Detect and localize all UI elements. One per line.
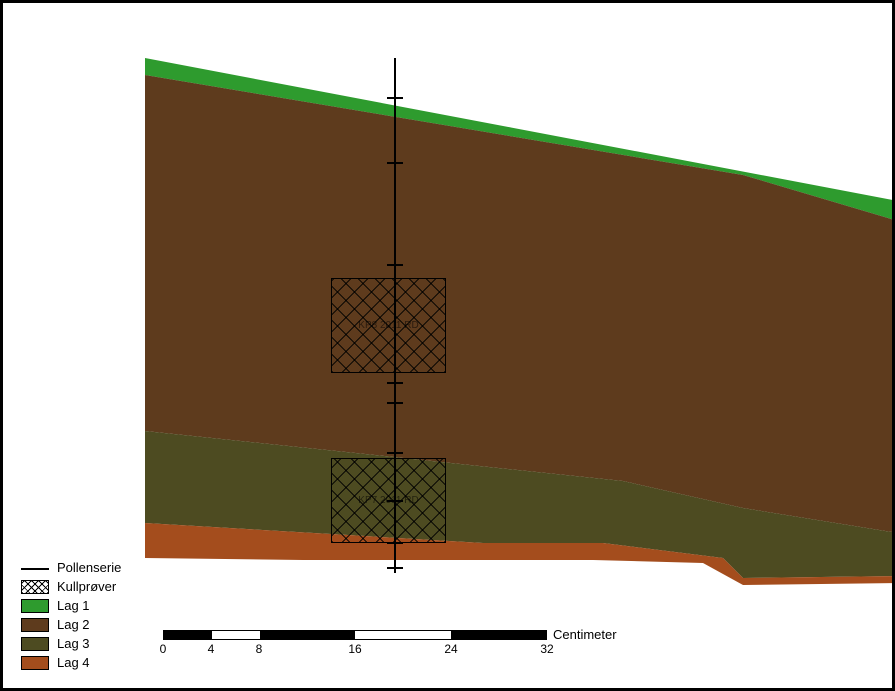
- pollen-tick: [387, 452, 403, 454]
- hatch-icon: [21, 580, 49, 594]
- scalebar-tick-label: 24: [444, 642, 457, 656]
- legend-item: Lag 4: [21, 655, 121, 670]
- scalebar-track: [163, 630, 547, 640]
- stratigraphy-svg: [3, 3, 895, 691]
- legend: Pollenserie Kullprøver Lag 1 Lag 2 Lag 3 Lag …: [21, 556, 121, 670]
- pollen-tick: [387, 567, 403, 569]
- scalebar-tick-label: 8: [256, 642, 263, 656]
- scalebar-segment: [451, 631, 547, 639]
- pollen-tick: [387, 162, 403, 164]
- legend-label: Lag 1: [57, 598, 90, 613]
- legend-label: Kullprøver: [57, 579, 116, 594]
- kullprove-kp8: KP8 2011 RD: [331, 278, 446, 373]
- pollen-tick: [387, 402, 403, 404]
- figure-frame: KP8 2011 RD KP7 2011 RD Pollenserie Kullpr…: [0, 0, 895, 691]
- legend-item: Lag 3: [21, 636, 121, 651]
- color-swatch: [21, 599, 49, 613]
- scalebar-labels: 048162432: [163, 642, 547, 658]
- pollen-tick: [387, 382, 403, 384]
- scalebar-segment: [355, 631, 451, 639]
- pollen-tick: [387, 97, 403, 99]
- scalebar-tick-label: 0: [160, 642, 167, 656]
- scalebar-unit: Centimeter: [553, 627, 617, 642]
- color-swatch: [21, 618, 49, 632]
- scalebar-tick-label: 32: [540, 642, 553, 656]
- scalebar-tick-label: 4: [208, 642, 215, 656]
- legend-item: Pollenserie: [21, 560, 121, 575]
- legend-label: Pollenserie: [57, 560, 121, 575]
- legend-label: Lag 3: [57, 636, 90, 651]
- pollen-tick: [387, 264, 403, 266]
- legend-item: Lag 2: [21, 617, 121, 632]
- line-icon: [21, 561, 49, 575]
- legend-label: Lag 4: [57, 655, 90, 670]
- legend-item: Kullprøver: [21, 579, 121, 594]
- color-swatch: [21, 656, 49, 670]
- scalebar-segment: [212, 631, 260, 639]
- legend-item: Lag 1: [21, 598, 121, 613]
- legend-label: Lag 2: [57, 617, 90, 632]
- scalebar: 048162432 Centimeter: [163, 630, 547, 658]
- scalebar-tick-label: 16: [348, 642, 361, 656]
- kullprove-kp7: KP7 2011 RD: [331, 458, 446, 543]
- color-swatch: [21, 637, 49, 651]
- scalebar-segment: [164, 631, 212, 639]
- scalebar-segment: [260, 631, 356, 639]
